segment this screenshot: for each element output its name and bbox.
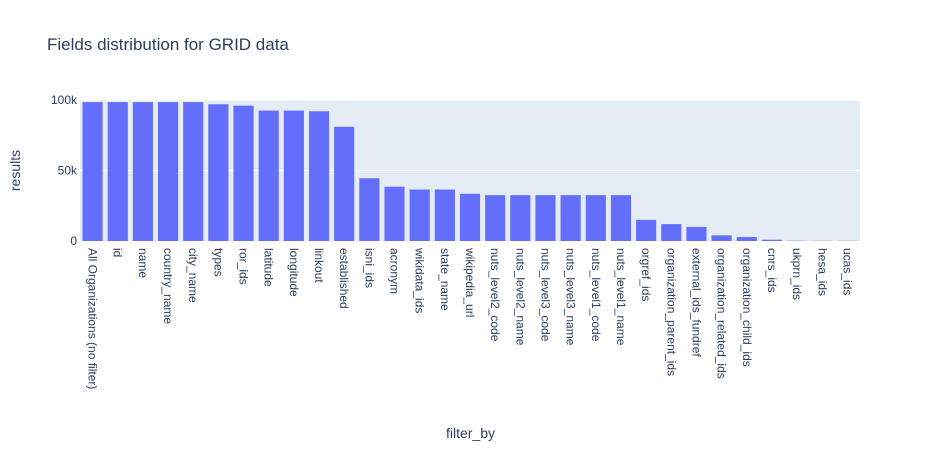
x-tick-label: ror_ids: [237, 248, 251, 285]
x-tick-label: organization_parent_ids: [664, 248, 678, 376]
x-tick-label: nuts_level1_code: [589, 248, 603, 342]
x-tick-label: ucas_ids: [840, 248, 854, 295]
bar[interactable]: [308, 111, 330, 241]
x-tick-label: orgref_ids: [639, 248, 653, 301]
x-tick-label: nuts_level1_name: [614, 248, 628, 346]
bar[interactable]: [158, 102, 179, 242]
x-axis-ticks: All Organizations (no filter) id name count…: [86, 247, 855, 389]
x-tick-label: id: [111, 248, 125, 257]
bar[interactable]: [610, 195, 632, 241]
x-tick-label: wikidata_ids: [413, 247, 427, 313]
bar[interactable]: [208, 104, 229, 241]
bar[interactable]: [409, 189, 430, 241]
bar[interactable]: [459, 193, 481, 241]
x-tick-label: linkout: [312, 248, 326, 283]
bar[interactable]: [107, 102, 128, 242]
x-tick-label: organization_related_ids: [715, 248, 729, 379]
bar[interactable]: [384, 186, 405, 241]
bar[interactable]: [233, 105, 254, 241]
bar[interactable]: [258, 110, 279, 241]
x-tick-label: city_name: [186, 248, 200, 303]
bar[interactable]: [132, 102, 153, 242]
chart-title: Fields distribution for GRID data: [47, 35, 289, 54]
x-tick-label: external_ids_fundref: [689, 248, 703, 357]
x-tick-label: established: [337, 248, 351, 309]
bar[interactable]: [686, 226, 707, 241]
x-tick-label: isni_ids: [362, 248, 376, 288]
x-tick-label: latitude: [262, 248, 276, 287]
x-tick-label: organization_child_ids: [740, 248, 754, 367]
y-tick-label: 100k: [51, 93, 78, 107]
y-axis-ticks: 0 50k 100k: [51, 93, 78, 248]
bar[interactable]: [661, 224, 682, 241]
bar[interactable]: [636, 219, 657, 241]
x-tick-label: name: [136, 248, 150, 278]
bar[interactable]: [711, 235, 732, 241]
x-tick-label: nuts_level2_code: [488, 248, 502, 342]
x-tick-label: types: [211, 248, 225, 277]
bar[interactable]: [585, 195, 606, 241]
x-tick-label: longitude: [287, 248, 301, 297]
bar[interactable]: [334, 126, 355, 241]
bar[interactable]: [535, 195, 556, 241]
bar[interactable]: [510, 195, 531, 241]
x-tick-label: All Organizations (no filter): [86, 248, 100, 389]
x-tick-label: hesa_ids: [815, 248, 829, 296]
bar[interactable]: [485, 195, 506, 241]
x-tick-label: cnrs_ids: [765, 248, 779, 293]
x-tick-label: nuts_level2_name: [513, 248, 527, 346]
bar[interactable]: [761, 239, 782, 241]
bar[interactable]: [359, 178, 380, 241]
x-tick-label: state_name: [438, 248, 452, 311]
x-tick-label: nuts_level3_name: [564, 248, 578, 346]
x-tick-label: country_name: [161, 248, 175, 324]
y-axis-title: results: [7, 150, 23, 191]
bar[interactable]: [82, 102, 103, 242]
x-axis-title: filter_by: [446, 425, 495, 441]
x-tick-label: wikipedia_url: [463, 247, 477, 317]
bar[interactable]: [434, 189, 455, 241]
bar[interactable]: [560, 195, 581, 241]
bar[interactable]: [283, 110, 304, 241]
x-tick-label: ukprn_ids: [790, 248, 804, 300]
bars: [82, 102, 858, 242]
bar[interactable]: [736, 237, 757, 241]
y-tick-label: 50k: [58, 164, 78, 178]
x-tick-label: acronym: [388, 248, 402, 294]
y-tick-label: 0: [70, 234, 77, 248]
bar[interactable]: [183, 102, 204, 242]
x-tick-label: nuts_level3_code: [538, 248, 552, 342]
